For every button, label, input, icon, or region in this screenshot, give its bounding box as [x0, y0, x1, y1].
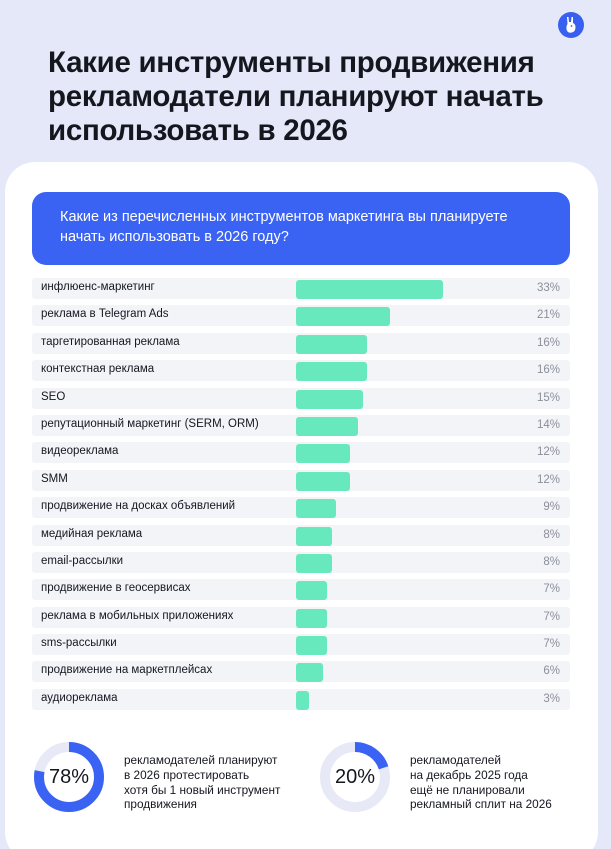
stat-text-line: рекламодателей — [410, 753, 501, 767]
category-label: медийная реклама — [41, 527, 143, 540]
value-label: 7% — [543, 638, 560, 651]
value-label: 16% — [536, 364, 560, 377]
page-title: Какие инструменты продвижения рекламодат… — [48, 46, 544, 147]
bar — [296, 663, 323, 683]
stat-text-line: рекламодателей планируют — [124, 753, 278, 767]
bar-chart: инфлюенс-маркетинг 33% реклама в Telegram … — [32, 278, 570, 716]
stat-donut-78: 78% — [32, 740, 106, 814]
stat-description: рекламодателей планируют в 2026 протести… — [124, 753, 280, 812]
stat-text-line: на декабрь 2025 года — [410, 767, 528, 782]
value-label: 15% — [536, 391, 560, 404]
category-label: контекстная реклама — [41, 363, 155, 376]
category-label: репутационный маркетинг (SERM, ORM) — [41, 417, 259, 430]
donut-chart — [320, 742, 390, 812]
chart-row: репутационный маркетинг (SERM, ORM) 14% — [32, 414, 570, 436]
value-label: 9% — [543, 501, 560, 514]
value-label: 7% — [543, 583, 560, 596]
value-label: 14% — [536, 418, 560, 431]
bar — [296, 280, 444, 299]
chart-row: медийная реклама 8% — [32, 524, 570, 546]
stat-value: 20% — [334, 765, 376, 788]
category-label: реклама в Telegram Ads — [41, 308, 169, 321]
chart-row: email-рассылки 8% — [32, 551, 570, 573]
value-label: 16% — [536, 336, 560, 349]
value-label: 3% — [543, 692, 560, 705]
stat-text-line: хотя бы 1 новый инструмент — [124, 782, 281, 797]
category-label: видеореклама — [41, 445, 119, 458]
stat-text-line: в 2026 протестировать — [124, 767, 250, 782]
value-label: 6% — [543, 665, 560, 678]
bar — [296, 636, 328, 656]
chart-row: реклама в мобильных приложениях 7% — [32, 606, 570, 628]
chart-row: SEO 15% — [32, 387, 570, 409]
category-label: SMM — [41, 472, 68, 485]
bar — [296, 444, 350, 464]
value-label: 12% — [536, 446, 560, 459]
stat-value: 78% — [48, 765, 90, 788]
chart-row: продвижение на маркетплейсах 6% — [32, 661, 570, 683]
donut-value-arc — [320, 742, 390, 812]
stat-text-line: рекламный сплит на 2026 — [410, 797, 552, 812]
category-label: sms-рассылки — [41, 637, 117, 650]
value-label: 21% — [536, 309, 560, 322]
category-label: продвижение в геосервисах — [41, 582, 191, 595]
stat-text-line: ещё не планировали — [410, 782, 525, 797]
category-label: SEO — [41, 390, 66, 403]
bar — [296, 690, 310, 710]
bar — [296, 334, 368, 354]
donut-chart — [34, 742, 104, 812]
chart-row: sms-рассылки 7% — [32, 634, 570, 656]
chart-row: видеореклама 12% — [32, 442, 570, 464]
bar — [296, 416, 359, 436]
bar — [296, 307, 390, 327]
value-label: 8% — [543, 528, 560, 541]
bar — [296, 499, 337, 519]
value-label: 8% — [543, 555, 560, 568]
bar — [296, 362, 368, 382]
bar — [296, 471, 350, 491]
bar — [296, 608, 328, 628]
chart-row: инфлюенс-маркетинг 33% — [32, 278, 570, 299]
category-label: продвижение на досках объявлений — [41, 500, 236, 513]
chart-row: реклама в Telegram Ads 21% — [32, 305, 570, 327]
category-label: аудиореклама — [41, 691, 118, 704]
question-banner: Какие из перечисленных инструментов марк… — [32, 192, 570, 265]
chart-row: продвижение в геосервисах 7% — [32, 579, 570, 601]
chart-row: таргетированная реклама 16% — [32, 332, 570, 354]
category-label: реклама в мобильных приложениях — [41, 609, 234, 622]
value-label: 12% — [536, 473, 560, 486]
bar — [296, 581, 328, 601]
chart-row: аудиореклама 3% — [32, 688, 570, 710]
donut-value-arc — [34, 742, 104, 812]
stat-description: рекламодателей на декабрь 2025 года ещё … — [410, 753, 552, 812]
rabbit-icon — [566, 17, 576, 33]
chart-row: контекстная реклама 16% — [32, 360, 570, 382]
category-label: продвижение на маркетплейсах — [41, 664, 213, 677]
bar — [296, 553, 332, 573]
chart-row: продвижение на досках объявлений 9% — [32, 497, 570, 519]
chart-row: SMM 12% — [32, 469, 570, 491]
value-label: 33% — [536, 282, 560, 294]
category-label: email-рассылки — [41, 554, 124, 567]
value-label: 7% — [543, 610, 560, 623]
stat-donut-20: 20% — [318, 740, 392, 814]
stat-text-line: продвижения — [124, 797, 197, 812]
category-label: таргетированная реклама — [41, 335, 180, 348]
bar — [296, 526, 332, 546]
bar — [296, 389, 363, 409]
brand-logo — [558, 12, 584, 38]
category-label: инфлюенс-маркетинг — [41, 281, 155, 293]
